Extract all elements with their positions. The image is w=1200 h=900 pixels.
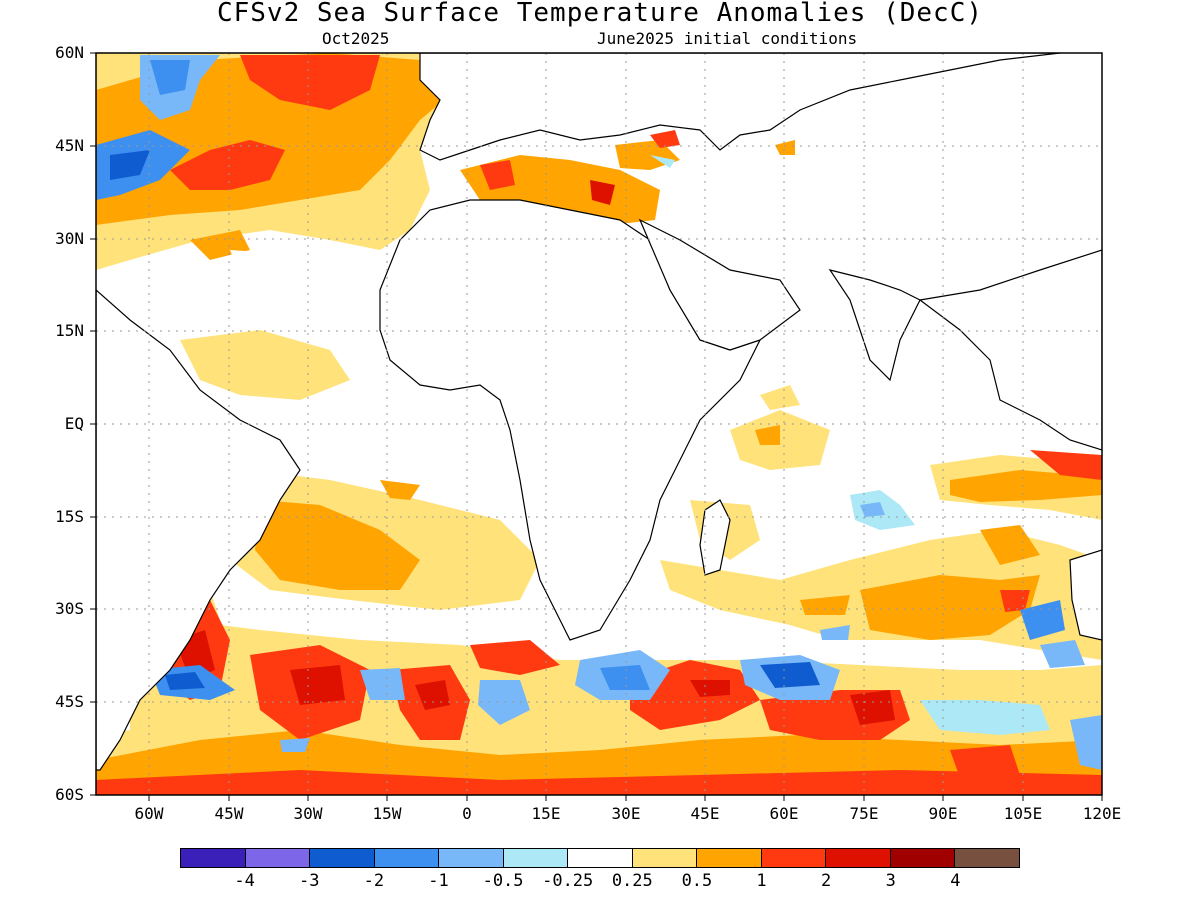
- lon-label: 75E: [849, 804, 879, 823]
- colorbar-swatch: [439, 849, 504, 867]
- north-atlantic-anomalies: [96, 53, 480, 400]
- colorbar-swatch: [503, 849, 569, 867]
- lon-label: 45W: [214, 804, 244, 823]
- lon-label: 30E: [611, 804, 641, 823]
- colorbar-tick-label: 0.25: [611, 871, 653, 891]
- lat-label: 45S: [55, 692, 84, 711]
- madagascar-coast: [699, 499, 731, 576]
- colorbar-tick-label: 3: [885, 871, 896, 891]
- colorbar-swatch: [310, 849, 375, 867]
- lat-label: EQ: [64, 414, 84, 433]
- colorbar-swatch: [245, 849, 311, 867]
- lon-label: 15E: [531, 804, 561, 823]
- lat-label: 60N: [55, 43, 84, 62]
- lon-label: 60W: [134, 804, 164, 823]
- southeast-asia-coast: [918, 249, 1102, 451]
- colorbar-swatch: [955, 849, 1019, 867]
- map-title: CFSv2 Sea Surface Temperature Anomalies …: [216, 0, 984, 28]
- lon-label: 105E: [1003, 804, 1043, 823]
- colorbar-tick-label: 4: [950, 871, 961, 891]
- colorbar-swatch: [761, 849, 827, 867]
- lon-label: 45E: [690, 804, 720, 823]
- colorbar-tick-label: -3: [298, 871, 320, 891]
- lon-label: 90E: [928, 804, 958, 823]
- colorbar-tick-label: -0.5: [482, 871, 524, 891]
- lon-label: 120E: [1082, 804, 1122, 823]
- colorbar-tick-label: -0.25: [542, 871, 594, 891]
- colorbar-tick-label: 0.5: [681, 871, 713, 891]
- lon-label: 15W: [372, 804, 402, 823]
- colorbar-tick-label: 2: [821, 871, 832, 891]
- initial-conditions: June2025 initial conditions: [597, 29, 858, 48]
- axis-ticks: [90, 52, 1103, 801]
- colorbar-tick-label: -2: [363, 871, 385, 891]
- colorbar-swatch: [181, 849, 246, 867]
- lat-label: 30N: [55, 229, 84, 248]
- lat-label: 60S: [55, 785, 84, 804]
- southern-ocean-anomalies: [96, 600, 1102, 795]
- colorbar-tick-label: -1: [428, 871, 449, 891]
- lon-label: 30W: [293, 804, 323, 823]
- europe-coast: [419, 53, 1061, 161]
- lon-label: 60E: [769, 804, 799, 823]
- south-indian-anomalies: [660, 525, 1102, 668]
- forecast-month: Oct2025: [322, 29, 390, 48]
- australia-coast: [1069, 549, 1102, 641]
- colorbar-tick-label: 1: [756, 871, 767, 891]
- colorbar-swatch: [890, 849, 956, 867]
- colorbar-tick-label: -4: [234, 871, 255, 891]
- colorbar: [180, 848, 1020, 868]
- colorbar-swatch: [632, 849, 698, 867]
- colorbar-swatch: [826, 849, 891, 867]
- colorbar-swatch: [697, 849, 762, 867]
- africa-coast: [379, 199, 762, 641]
- south-america-coast: [96, 289, 301, 771]
- india-coast: [828, 269, 921, 382]
- land-masses: [96, 53, 1102, 771]
- lat-label: 45N: [55, 136, 84, 155]
- lat-label: 30S: [55, 599, 84, 618]
- lon-label: 0: [462, 804, 472, 823]
- lat-label: 15N: [55, 321, 84, 340]
- lat-label: 15S: [55, 507, 84, 526]
- colorbar-swatch: [374, 849, 440, 867]
- colorbar-swatch: [568, 849, 633, 867]
